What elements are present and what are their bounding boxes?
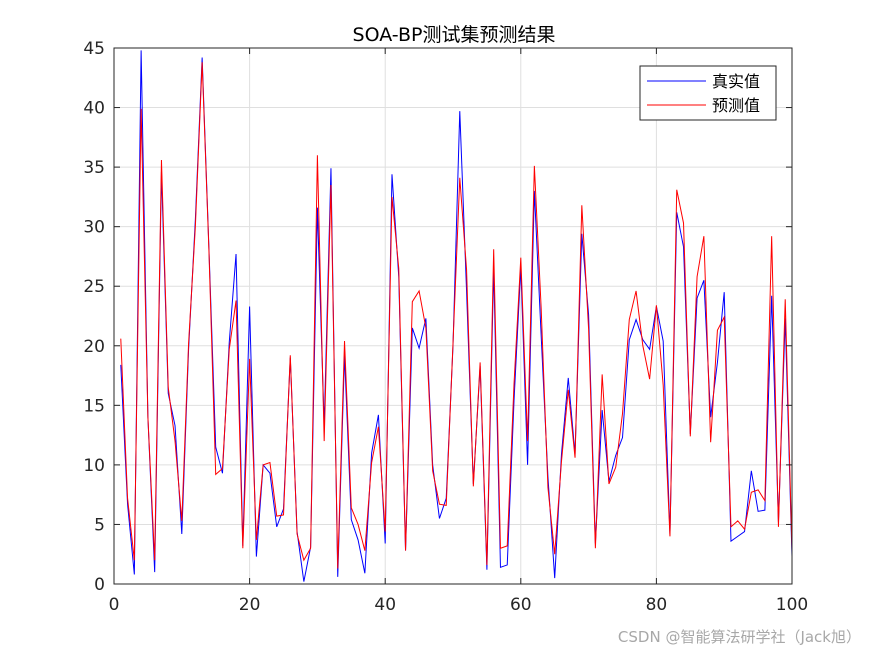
y-tick-label: 15 (83, 396, 105, 416)
plot-area (114, 48, 792, 584)
y-tick-label: 0 (94, 575, 105, 595)
watermark-text: CSDN @智能算法研学社（Jack旭） (617, 628, 861, 646)
x-tick-label: 40 (374, 595, 396, 615)
series-line-2 (120, 62, 793, 569)
chart-title: SOA-BP测试集预测结果 (353, 24, 556, 46)
series-layer (120, 50, 793, 582)
y-tick-label: 35 (83, 158, 105, 178)
x-tick-label: 20 (239, 595, 261, 615)
y-tick-label: 40 (83, 99, 105, 119)
x-tick-label: 100 (776, 595, 808, 615)
y-tick-label: 30 (83, 218, 105, 238)
y-tick-label: 5 (94, 515, 105, 535)
y-tick-label: 45 (83, 39, 105, 59)
x-tick-label: 0 (109, 595, 120, 615)
axis-ticks: 0 20 40 60 80 100 0 5 10 15 20 25 30 35 40 45 (83, 39, 808, 615)
x-tick-label: 60 (510, 595, 532, 615)
y-tick-label: 10 (83, 456, 105, 476)
legend-label-2: 预测值 (712, 96, 760, 115)
legend-label-1: 真实值 (712, 72, 760, 91)
legend-box (639, 65, 777, 121)
y-tick-label: 25 (83, 277, 105, 297)
plot-border (113, 47, 793, 585)
y-tick-label: 20 (83, 337, 105, 357)
x-tick-label: 80 (646, 595, 668, 615)
series-line-1 (120, 50, 793, 582)
